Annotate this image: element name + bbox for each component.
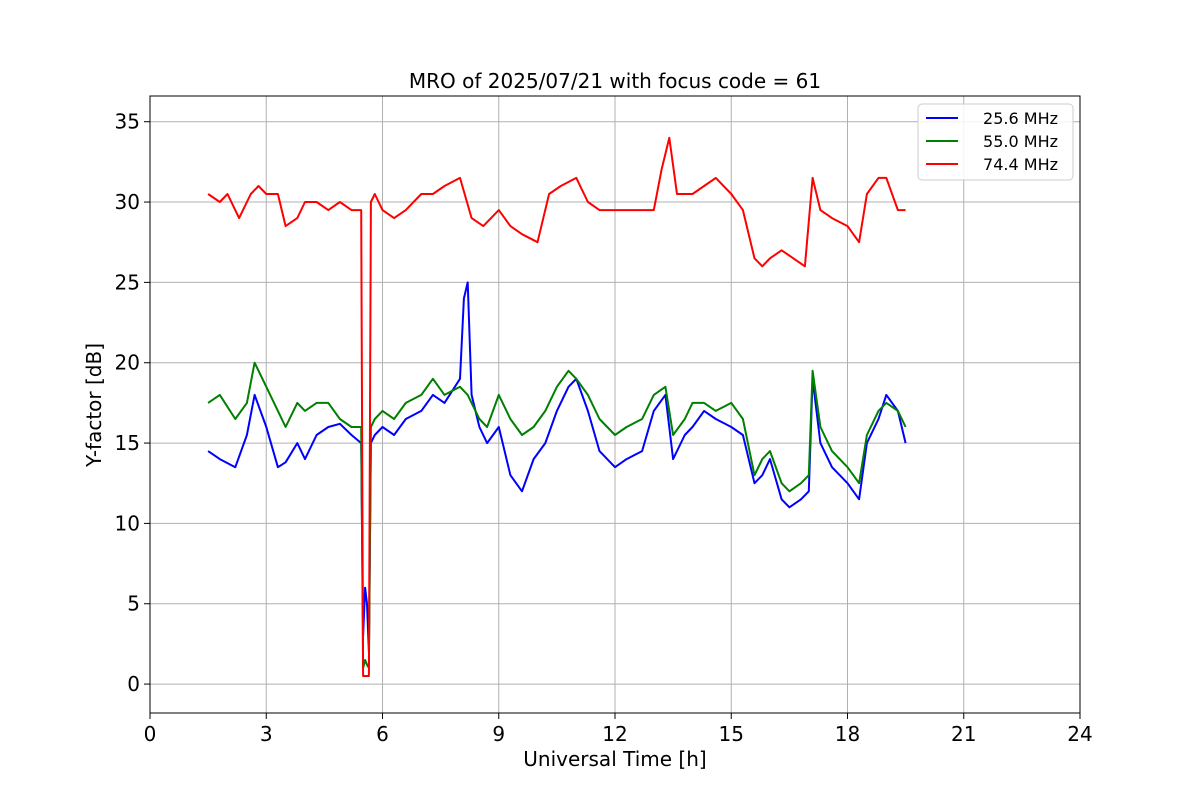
x-tick-label: 3 bbox=[260, 722, 273, 746]
x-tick-label: 0 bbox=[144, 722, 157, 746]
legend-label: 74.4 MHz bbox=[983, 155, 1058, 174]
y-tick-label: 30 bbox=[115, 190, 140, 214]
y-tick-label: 35 bbox=[115, 110, 140, 134]
y-axis: 0 5 10 15 20 25 30 35 bbox=[115, 110, 150, 696]
x-axis-label: Universal Time [h] bbox=[523, 747, 706, 771]
x-tick-label: 6 bbox=[376, 722, 389, 746]
series-line-55-0-mhz bbox=[207, 361, 907, 669]
y-tick-label: 15 bbox=[115, 431, 140, 455]
plot-series bbox=[207, 136, 907, 677]
x-tick-label: 15 bbox=[719, 722, 744, 746]
y-tick-label: 10 bbox=[115, 511, 140, 535]
legend-label: 55.0 MHz bbox=[983, 132, 1058, 151]
y-tick-label: 0 bbox=[127, 672, 140, 696]
y-tick-label: 5 bbox=[127, 592, 140, 616]
legend-box bbox=[917, 103, 1074, 181]
x-tick-label: 18 bbox=[835, 722, 860, 746]
x-tick-label: 12 bbox=[602, 722, 627, 746]
x-tick-label: 9 bbox=[492, 722, 505, 746]
grid bbox=[149, 96, 1081, 713]
y-axis-label: Y-factor [dB] bbox=[82, 343, 106, 468]
series-line-25-6-mhz bbox=[207, 281, 907, 653]
x-axis: 0 3 6 9 12 15 18 21 24 bbox=[144, 713, 1093, 746]
legend: 25.6 MHz 55.0 MHz 74.4 MHz bbox=[917, 103, 1074, 181]
y-tick-label: 20 bbox=[115, 351, 140, 375]
x-tick-label: 21 bbox=[951, 722, 976, 746]
x-tick-label: 24 bbox=[1067, 722, 1092, 746]
y-tick-label: 25 bbox=[115, 270, 140, 294]
legend-label: 25.6 MHz bbox=[983, 109, 1058, 128]
chart-title: MRO of 2025/07/21 with focus code = 61 bbox=[409, 69, 821, 93]
series-line-74-4-mhz bbox=[207, 136, 906, 677]
